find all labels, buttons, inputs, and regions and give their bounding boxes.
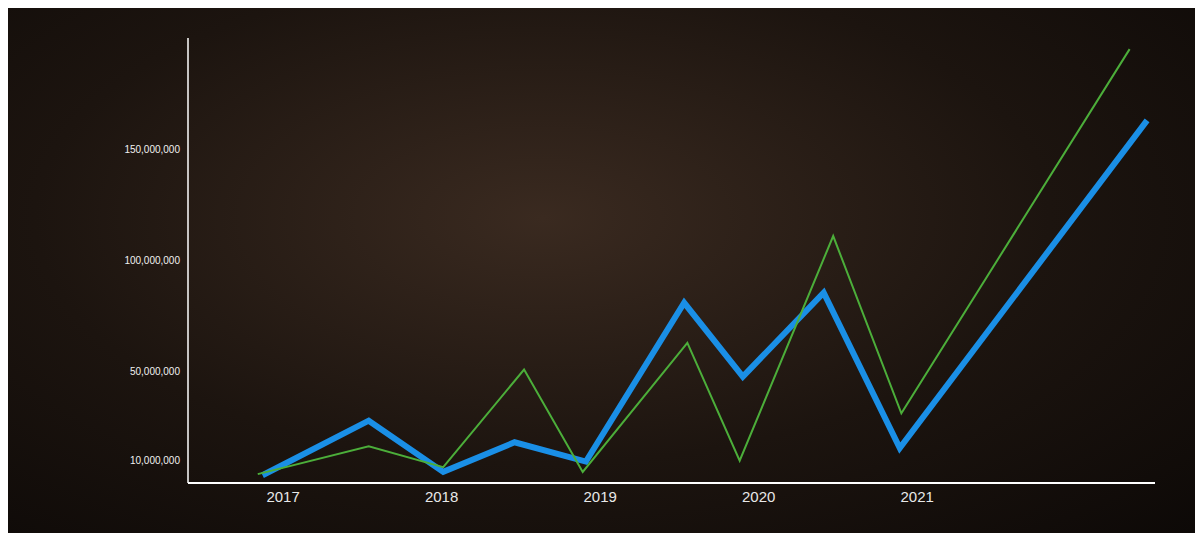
svg-text:10,000,000: 10,000,000 — [130, 455, 180, 466]
svg-text:150,000,000: 150,000,000 — [124, 144, 180, 155]
svg-text:100,000,000: 100,000,000 — [124, 255, 180, 266]
svg-text:2017: 2017 — [266, 488, 299, 505]
svg-text:2018: 2018 — [425, 488, 458, 505]
svg-text:50,000,000: 50,000,000 — [130, 366, 180, 377]
svg-text:2019: 2019 — [583, 488, 616, 505]
svg-text:2021: 2021 — [901, 488, 934, 505]
svg-text:2020: 2020 — [742, 488, 775, 505]
